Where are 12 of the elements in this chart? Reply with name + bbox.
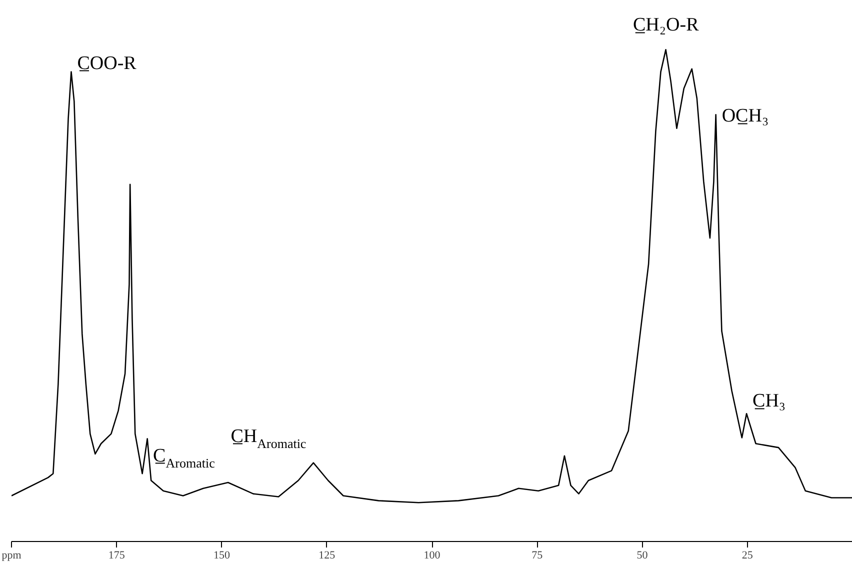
x-tick-label: 75 bbox=[532, 550, 544, 562]
x-tick-label: ppm bbox=[2, 550, 22, 562]
annotation: C̲H₂O-R bbox=[633, 14, 700, 36]
x-tick-label: 150 bbox=[214, 550, 230, 562]
x-tick-label: 125 bbox=[318, 550, 336, 562]
x-tick-label: 50 bbox=[636, 550, 648, 562]
annotation: C̲H₃ bbox=[752, 390, 786, 412]
annotation: OC̲H₃ bbox=[722, 106, 769, 127]
annotation: C̲OO-R bbox=[77, 52, 137, 74]
x-tick-label: 25 bbox=[742, 550, 754, 562]
x-tick-label: 175 bbox=[108, 550, 126, 562]
x-tick-label: 100 bbox=[424, 550, 441, 562]
